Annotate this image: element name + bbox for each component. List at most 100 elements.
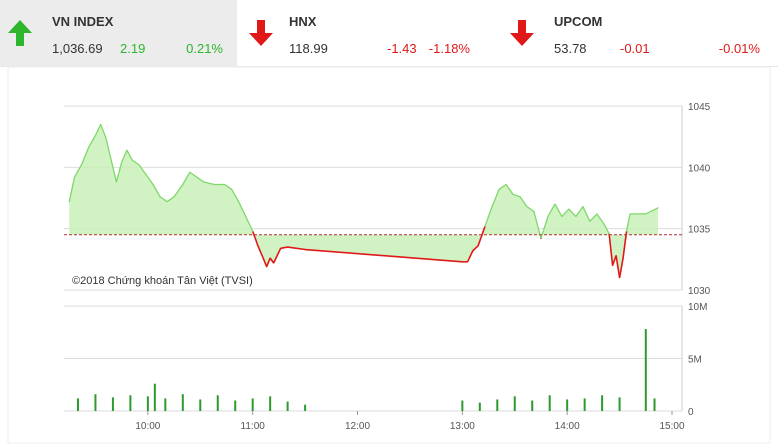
copyright-label: ©2018 Chứng khoán Tân Việt (TVSI) [72, 275, 253, 287]
volume-bar [216, 395, 219, 411]
intraday-chart: ©2018 Chứng khoán Tân Việt (TVSI) 104510… [7, 66, 771, 444]
price-segment [575, 206, 584, 217]
arrow-down-icon [510, 20, 534, 46]
price-point [224, 183, 226, 186]
volume-bar [653, 398, 656, 411]
price-segment [526, 206, 535, 213]
price-point [213, 183, 215, 186]
price-point [173, 196, 175, 198]
volume-tick-label: 10M [688, 302, 707, 313]
volume-bar [199, 399, 202, 411]
index-card-vnindex[interactable]: VN INDEX 1,036.69 2.19 0.21% [0, 0, 237, 66]
price-segment [603, 223, 610, 234]
time-tick-label: 15:00 [659, 421, 684, 432]
price-segment [110, 159, 118, 183]
price-segment [189, 171, 198, 178]
price-segment [269, 257, 275, 264]
price-segment [554, 203, 563, 217]
price-tick-label: 1030 [688, 286, 711, 297]
price-point [231, 188, 233, 191]
price-segment [477, 225, 486, 247]
price-segment [196, 176, 205, 183]
price-segment [138, 164, 147, 176]
volume-bar [566, 399, 569, 411]
price-segment [618, 257, 624, 278]
volume-bar [251, 398, 254, 411]
volume-bars [76, 329, 656, 411]
price-segment [224, 183, 233, 190]
volume-bar [286, 401, 289, 411]
time-tick-label: 10:00 [135, 421, 160, 432]
volume-tick-label: 0 [688, 407, 694, 418]
volume-axis: 10M 5M 0 [688, 302, 707, 418]
price-point [608, 232, 610, 235]
arrow-up-icon [8, 20, 32, 46]
price-point [159, 196, 161, 198]
price-point [238, 201, 240, 203]
volume-bar [269, 396, 272, 411]
index-percent: -0.01% [718, 41, 760, 56]
time-tick-label: 13:00 [450, 421, 475, 432]
price-segment [484, 206, 493, 227]
index-header: VN INDEX 1,036.69 2.19 0.21% HNX 118.99 … [0, 0, 778, 67]
price-segment [265, 257, 271, 267]
price-point [138, 164, 140, 166]
volume-bar [146, 396, 149, 411]
price-segment [276, 247, 282, 256]
price-segment [145, 174, 154, 185]
price-point [568, 208, 570, 210]
index-percent: -1.18% [428, 41, 470, 56]
price-segment [238, 201, 247, 217]
price-segment [615, 255, 621, 278]
price-tick-label: 1040 [688, 163, 711, 174]
price-point [611, 264, 614, 267]
price-segment [80, 147, 90, 166]
price-point [276, 255, 278, 257]
price-segment [287, 246, 306, 251]
price-segment [231, 189, 240, 203]
index-card-hnx[interactable]: HNX 118.99 -1.43 -1.18% [237, 0, 502, 66]
price-point [589, 220, 591, 222]
price-segment [152, 184, 161, 198]
price-point [257, 245, 259, 247]
price-point [100, 123, 102, 125]
price-point [554, 203, 556, 205]
index-change: -0.01 [620, 41, 650, 56]
price-point [657, 207, 659, 209]
price-point [166, 201, 168, 203]
price-segment [182, 171, 191, 185]
price-segment [547, 203, 556, 217]
volume-bar [153, 383, 156, 411]
price-axis: 1045 1040 1035 1030 [688, 102, 711, 297]
price-point [629, 213, 631, 215]
price-segment [87, 135, 97, 149]
price-segment [608, 233, 614, 266]
volume-bar [94, 394, 97, 411]
price-segment [305, 248, 463, 263]
time-tick-label: 14:00 [555, 421, 580, 432]
price-segment [73, 164, 83, 178]
price-point [645, 213, 647, 215]
volume-bar [513, 396, 516, 411]
price-point [126, 149, 128, 151]
volume-bar [111, 397, 114, 411]
price-point [472, 250, 474, 252]
index-change: -1.43 [387, 41, 417, 56]
price-point [105, 137, 107, 139]
price-point [196, 176, 198, 178]
price-point [110, 159, 112, 161]
index-change: 2.19 [120, 41, 146, 56]
price-point [203, 181, 205, 183]
price-point [512, 193, 514, 195]
price-segment [131, 159, 140, 166]
volume-bar [548, 395, 551, 411]
price-point [182, 183, 184, 186]
price-point [273, 262, 275, 264]
price-segment [519, 196, 528, 207]
index-card-upcom[interactable]: UPCOM 53.78 -0.01 -0.01% [502, 0, 778, 66]
price-point [461, 261, 463, 263]
price-segment [561, 208, 570, 217]
price-point [582, 205, 584, 208]
price-point [498, 188, 500, 191]
price-point [519, 196, 521, 198]
